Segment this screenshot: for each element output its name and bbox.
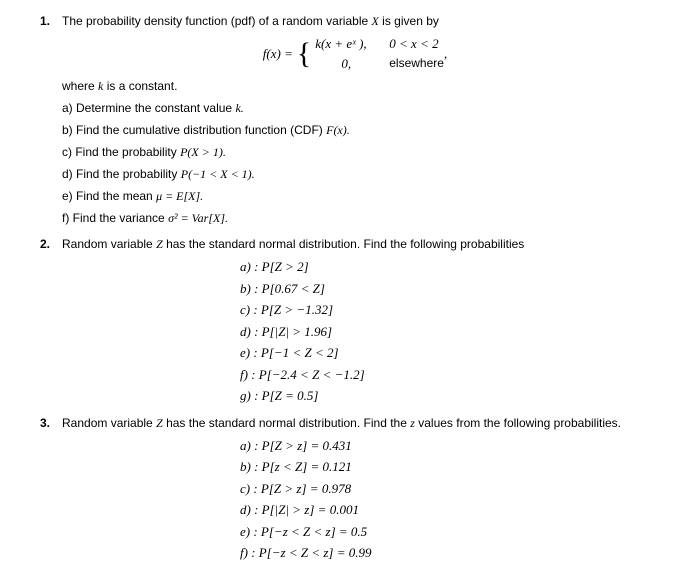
p3-intro-b: has the standard normal distribution. Fi…: [163, 416, 410, 430]
problem-3-intro: 3. Random variable Z has the standard no…: [40, 414, 670, 432]
p2-intro-var: Z: [156, 237, 163, 251]
problem-1-text: The probability density function (pdf) o…: [62, 12, 670, 30]
p1-a-var: k.: [235, 101, 243, 115]
problem-2-number: 2.: [40, 235, 54, 253]
problem-1: 1. The probability density function (pdf…: [40, 12, 670, 227]
p1-where-b: is a constant.: [103, 79, 177, 93]
p1-c-var: P(X > 1).: [180, 145, 226, 159]
p1-piece1: k(x + eˣ ), 0 < x < 2: [315, 34, 444, 54]
p1-piece2-cond: elsewhere: [389, 54, 444, 74]
p3-intro-var1: Z: [156, 416, 163, 430]
p3-list: a) : P[Z > z] = 0.431 b) : P[z < Z] = 0.…: [240, 436, 670, 563]
p1-e-text: e) Find the mean: [62, 189, 156, 203]
p2-a: a) : P[Z > 2]: [240, 257, 670, 277]
p3-f: f) : P[−z < Z < z] = 0.99: [240, 543, 670, 563]
p1-d: d) Find the probability P(−1 < X < 1).: [62, 165, 670, 183]
p1-f-var: σ² = Var[X].: [168, 211, 228, 225]
p3-intro-a: Random variable: [62, 416, 156, 430]
p2-f: f) : P[−2.4 < Z < −1.2]: [240, 365, 670, 385]
p1-a-text: a) Determine the constant value: [62, 101, 235, 115]
p3-e: e) : P[−z < Z < z] = 0.5: [240, 522, 670, 542]
problem-2-intro: 2. Random variable Z has the standard no…: [40, 235, 670, 253]
problem-3-text: Random variable Z has the standard norma…: [62, 414, 670, 432]
p1-piecewise: k(x + eˣ ), 0 < x < 2 0, elsewhere: [315, 34, 444, 73]
brace-icon: {: [297, 39, 311, 69]
problem-1-intro: 1. The probability density function (pdf…: [40, 12, 670, 30]
p1-f-text: f) Find the variance: [62, 211, 168, 225]
p1-e-var: μ = E[X].: [156, 189, 203, 203]
p2-intro-a: Random variable: [62, 237, 156, 251]
p1-where: where k is a constant.: [62, 77, 670, 95]
p3-b: b) : P[z < Z] = 0.121: [240, 457, 670, 477]
p3-a: a) : P[Z > z] = 0.431: [240, 436, 670, 456]
p2-d: d) : P[|Z| > 1.96]: [240, 322, 670, 342]
p1-piece2: 0, elsewhere: [315, 54, 444, 74]
problem-3: 3. Random variable Z has the standard no…: [40, 414, 670, 563]
problem-1-number: 1.: [40, 12, 54, 30]
p1-d-var: P(−1 < X < 1).: [181, 167, 255, 181]
p1-e: e) Find the mean μ = E[X].: [62, 187, 670, 205]
p1-piece1-cond: 0 < x < 2: [389, 34, 438, 54]
p2-g: g) : P[Z = 0.5]: [240, 386, 670, 406]
p1-trailing-comma: ,: [444, 44, 447, 64]
p1-a: a) Determine the constant value k.: [62, 99, 670, 117]
p1-c-text: c) Find the probability: [62, 145, 180, 159]
p1-fx: f(x) =: [263, 44, 293, 64]
problem-2-text: Random variable Z has the standard norma…: [62, 235, 670, 253]
p3-intro-c: values from the following probabilities.: [415, 416, 621, 430]
p1-formula: f(x) = { k(x + eˣ ), 0 < x < 2 0, elsewh…: [40, 34, 670, 73]
p1-subparts: where k is a constant. a) Determine the …: [62, 77, 670, 227]
p1-d-text: d) Find the probability: [62, 167, 181, 181]
p2-e: e) : P[−1 < Z < 2]: [240, 343, 670, 363]
p3-c: c) : P[Z > z] = 0.978: [240, 479, 670, 499]
problem-2: 2. Random variable Z has the standard no…: [40, 235, 670, 406]
p1-piece2-expr: 0,: [315, 54, 377, 74]
p3-d: d) : P[|Z| > z] = 0.001: [240, 500, 670, 520]
p2-c: c) : P[Z > −1.32]: [240, 300, 670, 320]
p1-c: c) Find the probability P(X > 1).: [62, 143, 670, 161]
p1-b: b) Find the cumulative distribution func…: [62, 121, 670, 139]
p1-where-a: where: [62, 79, 98, 93]
problem-3-number: 3.: [40, 414, 54, 432]
p1-piece1-expr: k(x + eˣ ),: [315, 34, 377, 54]
p1-intro-var: X: [372, 14, 379, 28]
p1-intro-a: The probability density function (pdf) o…: [62, 14, 372, 28]
p2-b: b) : P[0.67 < Z]: [240, 279, 670, 299]
p1-b-text: b) Find the cumulative distribution func…: [62, 123, 326, 137]
p2-intro-b: has the standard normal distribution. Fi…: [163, 237, 525, 251]
p2-list: a) : P[Z > 2] b) : P[0.67 < Z] c) : P[Z …: [240, 257, 670, 406]
p1-intro-b: is given by: [379, 14, 439, 28]
p1-f: f) Find the variance σ² = Var[X].: [62, 209, 670, 227]
p1-b-var: F(x).: [326, 123, 350, 137]
